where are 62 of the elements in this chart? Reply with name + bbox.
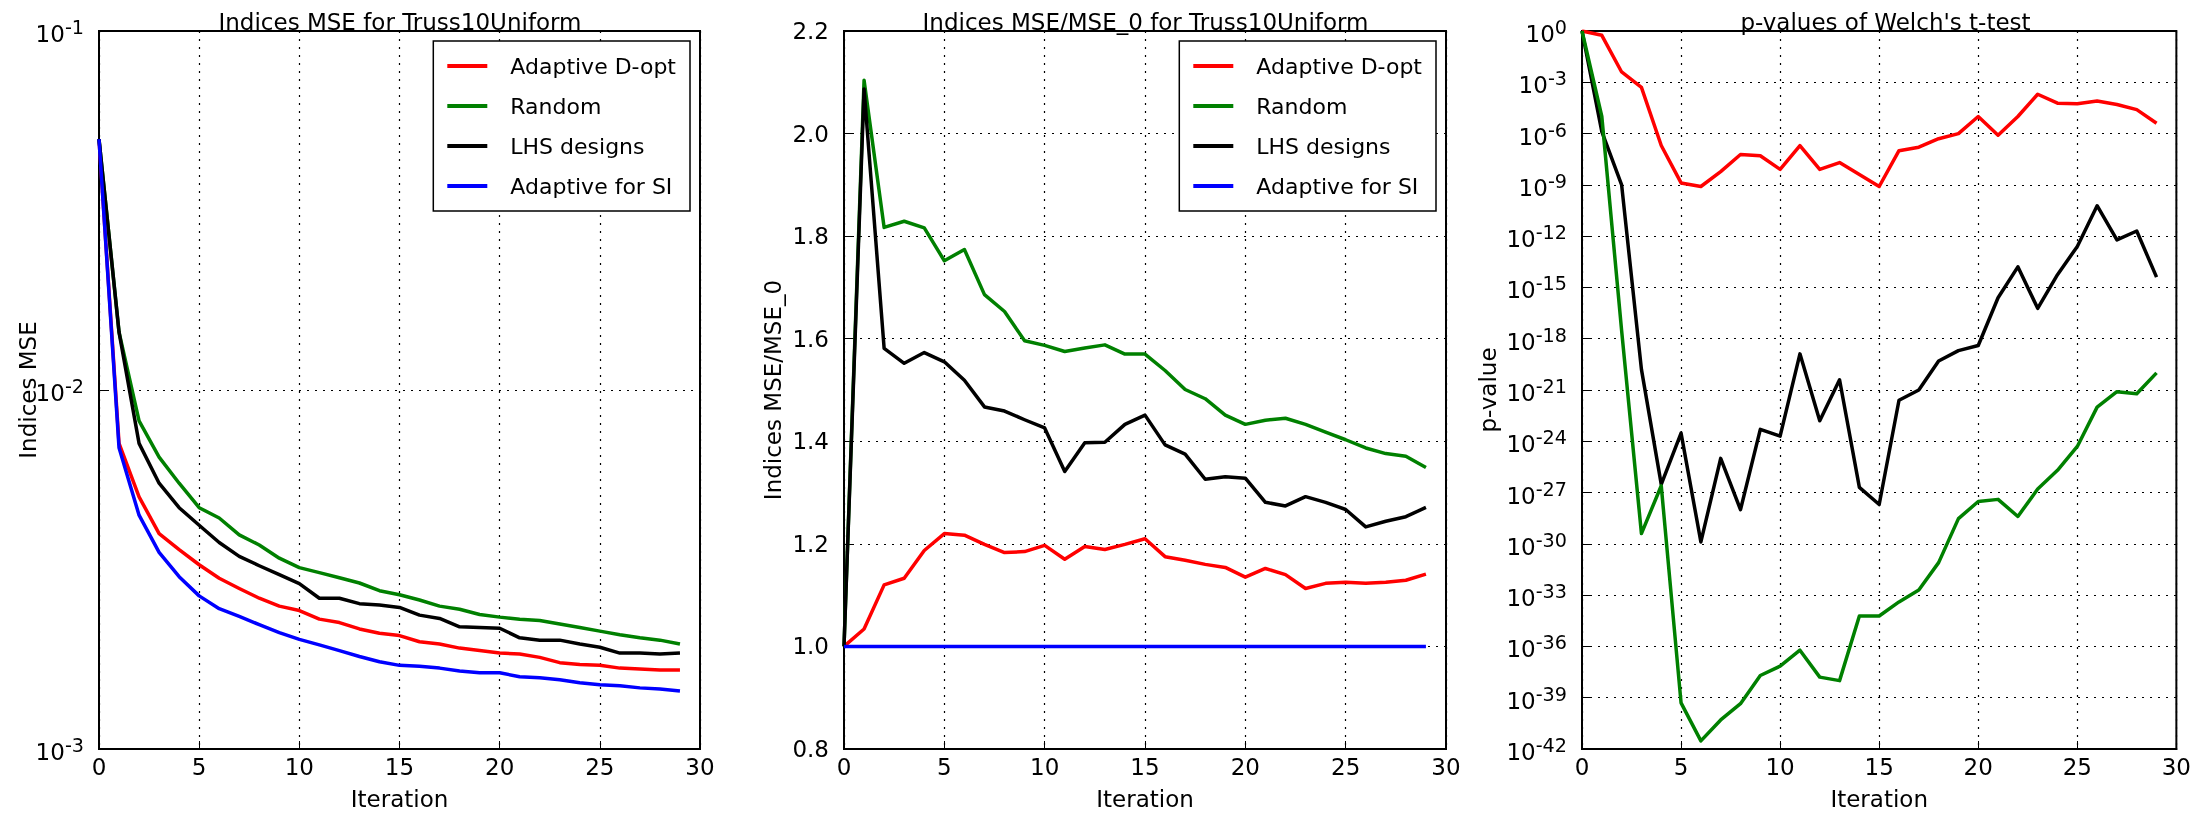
y-tick-label: 10$^{-6}$ (1518, 117, 1567, 150)
y-axis-title: Indices MSE/MSE_0 (759, 279, 786, 501)
x-tick-label: 10 (1030, 753, 1060, 780)
x-tick-label: 25 (2062, 753, 2092, 780)
y-axis-title: p-value (1474, 347, 1501, 433)
legend-label: LHS designs (510, 133, 645, 159)
x-tick-label: 20 (1963, 753, 1993, 780)
chart-title: Indices MSE/MSE_0 for Truss10Uniform (922, 8, 1369, 35)
x-tick-label: 0 (1574, 753, 1590, 780)
x-tick-label: 0 (91, 753, 107, 780)
y-tick-label: 1.8 (792, 223, 829, 250)
x-tick-label: 5 (937, 753, 952, 780)
chart-title: Indices MSE for Truss10Uniform (218, 8, 582, 35)
y-tick-label: 10$^{-21}$ (1506, 373, 1567, 407)
x-tick-label: 30 (685, 753, 715, 780)
x-axis-title: Iteration (1830, 785, 1928, 812)
y-tick-label: 10$^{-30}$ (1506, 527, 1567, 561)
y-tick-label: 10$^{-3}$ (1518, 65, 1567, 99)
x-axis-title: Iteration (350, 785, 449, 812)
x-tick-label: 20 (485, 753, 515, 780)
y-tick-label: 10$^{-9}$ (1518, 168, 1567, 202)
legend-label: LHS designs (1256, 133, 1391, 159)
x-tick-label: 10 (1765, 753, 1795, 780)
chart-title: p-values of Welch's t-test (1740, 8, 2031, 35)
y-tick-label: 10$^{-12}$ (1506, 219, 1567, 253)
x-tick-label: 30 (1431, 753, 1461, 780)
legend-label: Random (510, 93, 602, 119)
y-tick-label: 10$^{-36}$ (1506, 630, 1567, 663)
x-tick-label: 10 (284, 753, 314, 780)
x-tick-label: 15 (384, 753, 415, 780)
y-tick-label: 10$^{0}$ (1525, 14, 1567, 48)
y-tick-label: 2.0 (792, 120, 829, 147)
x-axis-title: Iteration (1096, 785, 1194, 812)
legend-label: Adaptive for SI (510, 173, 673, 199)
y-tick-label: 10$^{-39}$ (1506, 681, 1567, 715)
y-tick-label: 1.2 (792, 530, 829, 557)
y-tick-label: 10$^{-15}$ (1506, 271, 1567, 304)
y-tick-label: 1.4 (792, 428, 829, 455)
y-tick-label: 10$^{-24}$ (1506, 424, 1567, 458)
x-tick-label: 25 (1331, 753, 1361, 780)
y-tick-label: 1.0 (792, 633, 829, 660)
x-tick-label: 0 (836, 753, 852, 780)
y-tick-label: 10$^{-3}$ (35, 732, 84, 766)
y-tick-label: 2.2 (792, 18, 829, 44)
y-tick-label: 0.8 (792, 736, 829, 762)
x-tick-label: 15 (1864, 753, 1894, 780)
x-tick-label: 30 (2161, 753, 2192, 780)
y-tick-label: 10$^{-42}$ (1506, 732, 1567, 766)
y-tick-label: 1.6 (792, 325, 829, 352)
y-tick-label: 10$^{-1}$ (35, 14, 84, 48)
y-tick-label: 10$^{-33}$ (1506, 578, 1567, 612)
x-tick-label: 20 (1230, 753, 1260, 780)
x-tick-label: 5 (191, 753, 207, 780)
legend-label: Adaptive D-opt (1256, 53, 1423, 79)
x-tick-label: 5 (1673, 753, 1689, 780)
y-tick-label: 10$^{-18}$ (1506, 322, 1567, 356)
legend-label: Adaptive for SI (1256, 173, 1419, 199)
legend-label: Adaptive D-opt (510, 53, 677, 79)
x-tick-label: 15 (1130, 753, 1160, 780)
x-tick-label: 25 (585, 753, 615, 780)
legend-label: Random (1256, 93, 1348, 119)
y-tick-label: 10$^{-27}$ (1506, 476, 1567, 509)
